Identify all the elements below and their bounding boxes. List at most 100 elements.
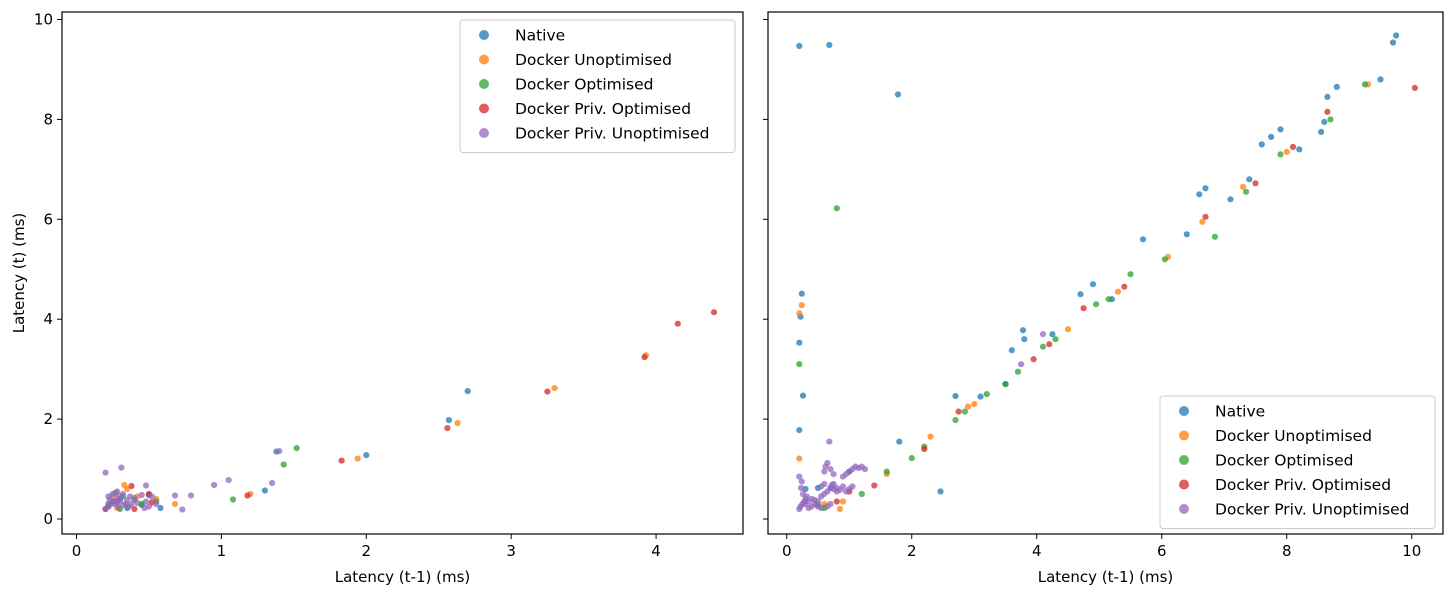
data-point: [818, 504, 825, 512]
data-point: [444, 425, 451, 432]
data-point: [796, 361, 803, 368]
data-point: [1411, 84, 1418, 91]
legend-marker: [1179, 455, 1189, 465]
data-point: [269, 479, 276, 487]
x-tick-label: 0: [72, 542, 82, 560]
data-point: [674, 320, 681, 327]
legend-marker: [479, 103, 489, 114]
series-docker-priv-unoptimised: [796, 331, 1047, 513]
x-axis-label: Latency (t-1) (ms): [335, 568, 471, 586]
legend: Native Docker Unoptimised Docker Optimised…: [1159, 395, 1436, 529]
data-point: [955, 408, 962, 415]
data-point: [1064, 326, 1072, 333]
data-point: [1093, 301, 1100, 308]
data-point: [1049, 331, 1056, 338]
data-point: [927, 433, 934, 440]
data-point: [921, 446, 928, 453]
series-native: [796, 32, 1400, 495]
data-point: [171, 492, 179, 499]
series-docker-priv-unoptimised: [102, 448, 283, 513]
data-point: [871, 482, 878, 489]
x-tick-label: 8: [1282, 542, 1292, 560]
x-tick-label: 2: [907, 542, 917, 560]
data-point: [138, 491, 145, 499]
data-point: [157, 504, 164, 512]
data-point: [1039, 343, 1047, 350]
legend-marker: [1179, 479, 1189, 490]
data-point: [153, 500, 160, 508]
data-point: [861, 466, 869, 473]
legend-marker: [1179, 430, 1189, 441]
data-point: [827, 500, 834, 508]
right-scatter-panel: 0 2 4 6 8 10 Latency (t-1) (ms) Native Docker Un…: [763, 11, 1444, 586]
data-point: [839, 483, 847, 490]
data-point: [119, 490, 126, 498]
data-point: [363, 452, 370, 459]
data-point: [118, 464, 125, 471]
data-point: [229, 496, 237, 503]
legend-label: Docker Unoptimised: [1215, 427, 1372, 445]
data-point: [839, 498, 847, 505]
data-point: [1289, 143, 1297, 150]
data-point: [830, 471, 837, 478]
data-point: [1252, 180, 1259, 187]
data-point: [1277, 126, 1284, 133]
data-point: [858, 490, 865, 498]
x-tick-label: 6: [1157, 542, 1167, 560]
data-point: [141, 504, 148, 512]
data-point: [937, 488, 944, 495]
data-point: [894, 91, 902, 98]
data-point: [796, 473, 803, 480]
data-point: [836, 505, 844, 513]
data-point: [827, 466, 834, 473]
data-point: [849, 483, 856, 490]
data-point: [983, 391, 990, 398]
legend-marker: [479, 54, 489, 65]
data-point: [1277, 151, 1284, 158]
data-point: [128, 500, 135, 508]
data-point: [142, 498, 150, 505]
data-point: [1021, 336, 1028, 343]
series-docker-optimised: [796, 81, 1368, 512]
data-point: [148, 493, 155, 500]
x-tick-label: 0: [782, 542, 792, 560]
legend-label: Docker Unoptimised: [515, 51, 672, 69]
legend-label: Docker Optimised: [515, 76, 653, 94]
data-point: [1389, 39, 1397, 46]
data-point: [127, 493, 134, 500]
data-point: [1246, 176, 1253, 183]
data-point: [121, 501, 128, 509]
y-tick-label: 2: [43, 410, 53, 428]
data-point: [102, 469, 109, 476]
data-point: [799, 490, 807, 498]
data-point: [244, 492, 251, 499]
data-point: [1196, 191, 1203, 198]
legend-label: Docker Priv. Optimised: [515, 100, 691, 118]
legend: Native Docker Unoptimised Docker Optimised…: [459, 19, 736, 153]
data-point: [1318, 128, 1325, 135]
data-point: [187, 492, 195, 499]
data-point: [1019, 327, 1027, 334]
data-point: [1258, 141, 1265, 148]
x-tick-label: 4: [651, 542, 661, 560]
data-point: [211, 481, 218, 489]
data-point: [1243, 188, 1250, 195]
data-point: [134, 499, 141, 507]
data-point: [1283, 148, 1290, 155]
data-point: [1268, 133, 1275, 140]
data-point: [1127, 271, 1134, 278]
legend-marker: [479, 128, 489, 138]
legend-marker: [479, 79, 489, 89]
data-point: [1046, 341, 1053, 348]
data-point: [641, 354, 648, 361]
data-point: [796, 455, 803, 462]
y-tick-label: 10: [34, 10, 53, 28]
data-point: [225, 477, 232, 484]
data-point: [798, 478, 805, 485]
left-scatter-panel: 0 1 2 3 4 0 2 4 6 8 10 Latency (t-1) (ms) Latency (t…: [10, 10, 744, 586]
data-point: [798, 302, 805, 309]
data-point: [280, 461, 287, 468]
y-tick-label: 4: [43, 310, 53, 328]
data-point: [1393, 32, 1400, 39]
